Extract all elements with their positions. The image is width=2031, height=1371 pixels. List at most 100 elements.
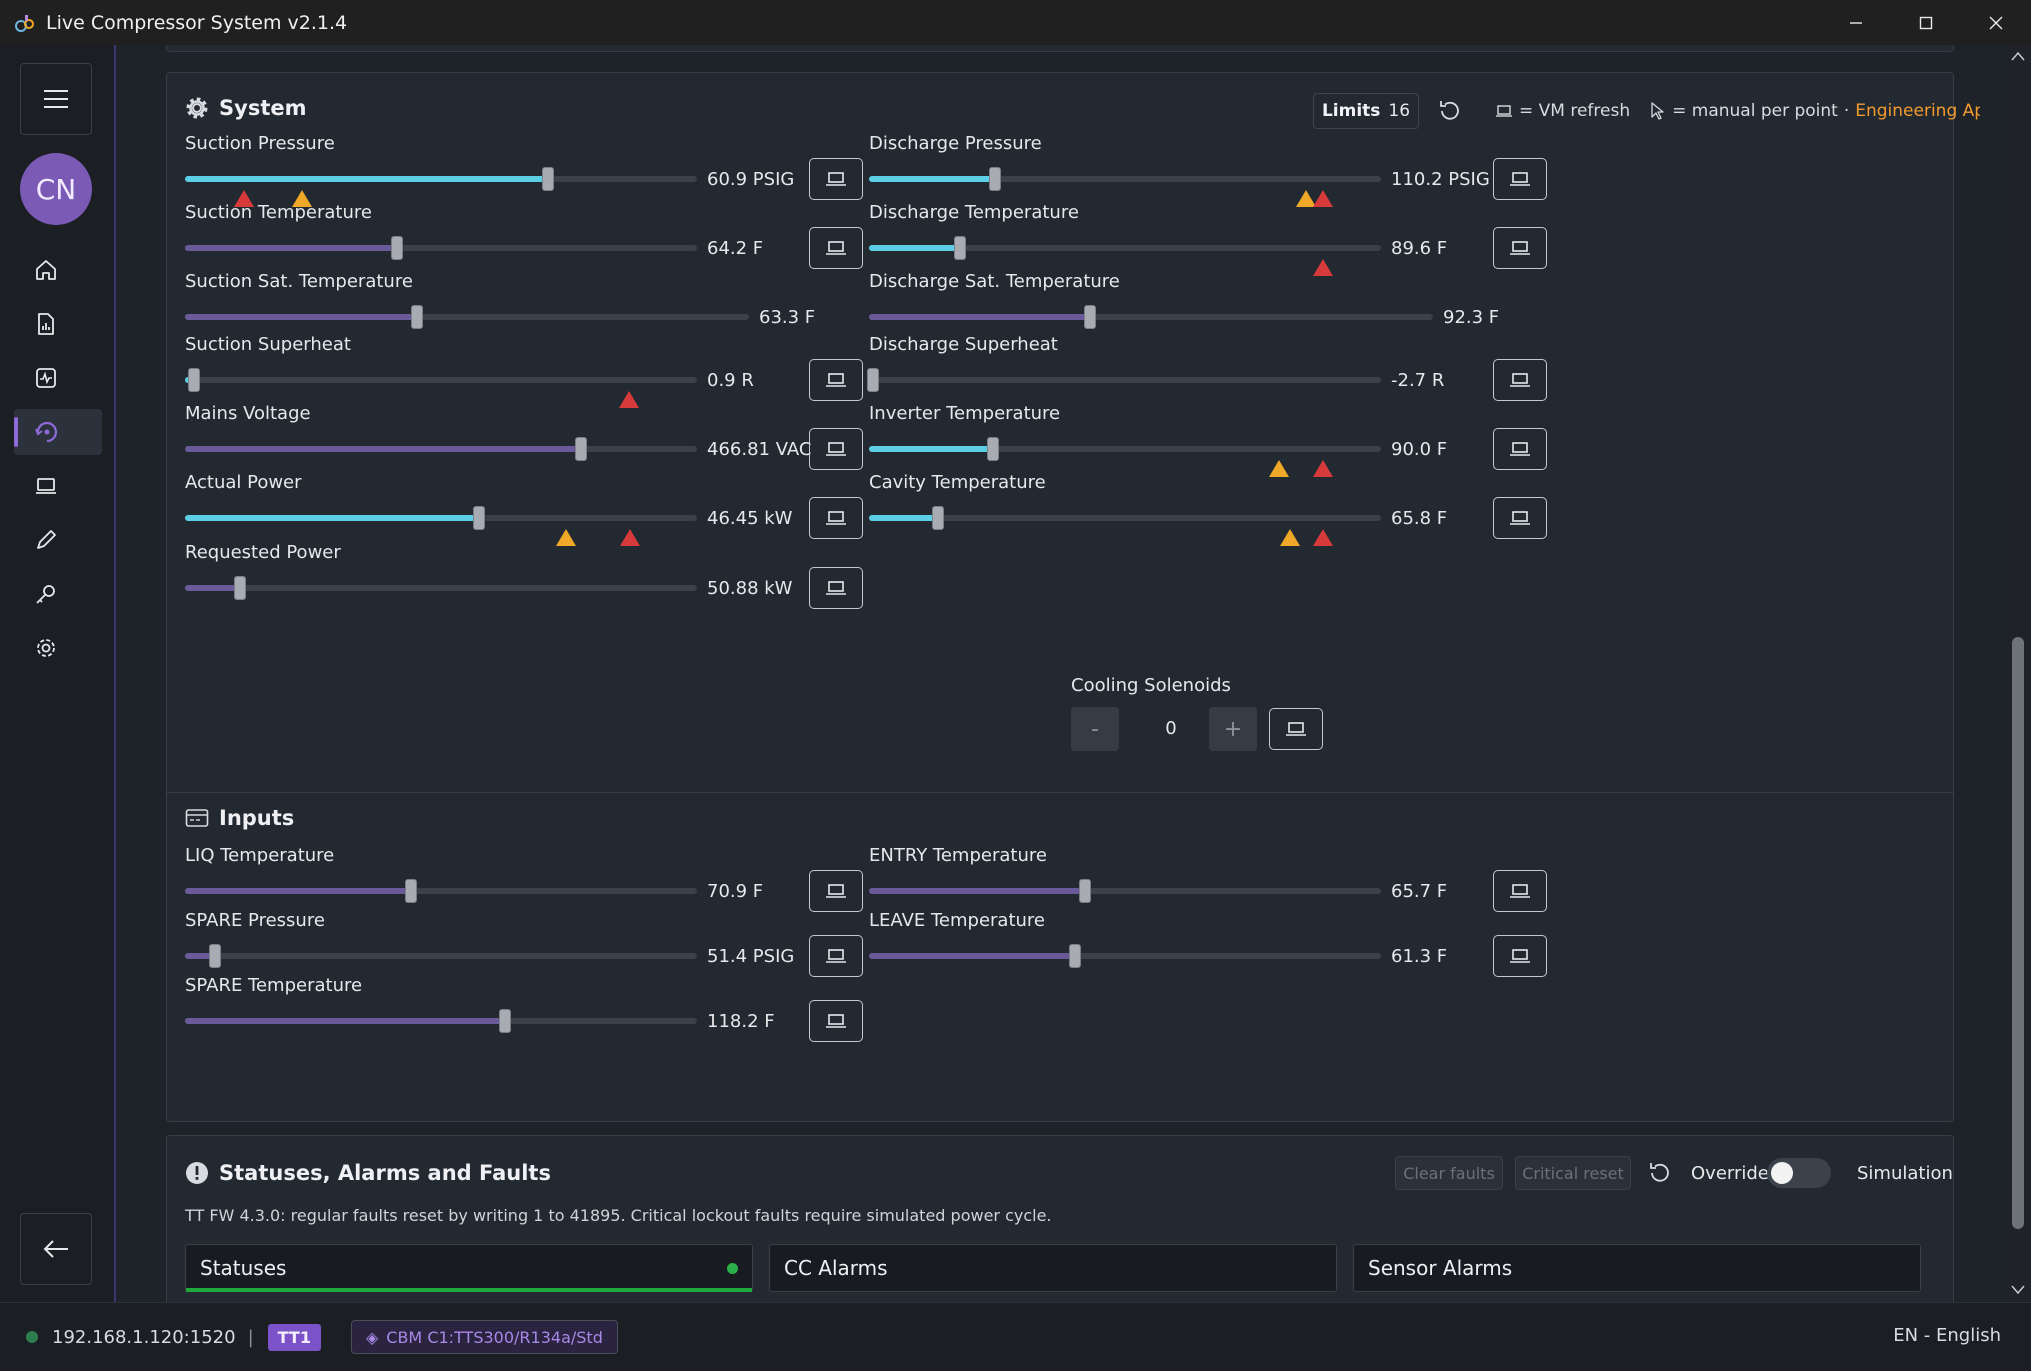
alarm-limit-marker (1313, 529, 1334, 546)
suction-superheat-slider[interactable] (185, 368, 697, 392)
sidebar-item-edit[interactable] (14, 517, 102, 563)
actual-power-slider[interactable] (185, 506, 697, 530)
model-badge[interactable]: ◈ CBM C1:TTS300/R134a/Std (350, 1320, 618, 1354)
scroll-down-icon[interactable] (2011, 1285, 2025, 1295)
slider-thumb[interactable] (234, 576, 247, 600)
spare-temperature-slider[interactable] (185, 1009, 697, 1033)
cavity-temperature-vm-refresh-button[interactable] (1493, 497, 1547, 539)
suction-sat-temperature-slider[interactable] (185, 305, 749, 329)
suction-pressure-vm-refresh-button[interactable] (809, 158, 863, 200)
limits-button[interactable]: Limits 16 (1313, 93, 1419, 129)
language-selector[interactable]: EN - English (1893, 1325, 2001, 1346)
entry-temperature-slider[interactable] (869, 879, 1381, 903)
critical-reset-button[interactable]: Critical reset (1515, 1156, 1631, 1190)
laptop-icon (1510, 511, 1530, 525)
pencil-icon (37, 530, 56, 549)
slider-thumb[interactable] (391, 236, 404, 260)
slider-thumb[interactable] (473, 506, 486, 530)
discharge-temperature-vm-refresh-button[interactable] (1493, 227, 1547, 269)
leave-temperature-slider[interactable] (869, 944, 1381, 968)
discharge-sat-temperature-slider[interactable] (869, 305, 1433, 329)
slider-thumb[interactable] (188, 368, 201, 392)
requested-power-value: 50.88 kW (707, 578, 793, 599)
cooling-vm-refresh-button[interactable] (1269, 708, 1323, 750)
slider-thumb[interactable] (410, 305, 423, 329)
spare-temperature-vm-refresh-button[interactable] (809, 1000, 863, 1042)
tab-cc-alarms[interactable]: CC Alarms (769, 1244, 1337, 1292)
slider-thumb[interactable] (987, 437, 1000, 461)
suction-superheat-vm-refresh-button[interactable] (809, 359, 863, 401)
liq-temperature-vm-refresh-button[interactable] (809, 870, 863, 912)
entry-temperature-vm-refresh-button[interactable] (1493, 870, 1547, 912)
suction-temperature-slider[interactable] (185, 236, 697, 260)
slider-thumb[interactable] (932, 506, 945, 530)
slider-thumb[interactable] (1083, 305, 1096, 329)
requested-power-slider[interactable] (185, 576, 697, 600)
maximize-button[interactable] (1891, 0, 1961, 45)
slider-thumb[interactable] (867, 368, 880, 392)
discharge-pressure-vm-refresh-button[interactable] (1493, 158, 1547, 200)
leave-temperature-vm-refresh-button[interactable] (1493, 935, 1547, 977)
slider-thumb[interactable] (989, 167, 1002, 191)
scroll-up-icon[interactable] (2011, 51, 2025, 61)
actual-power-vm-refresh-button[interactable] (809, 497, 863, 539)
slider-thumb[interactable] (1069, 944, 1082, 968)
cavity-temperature-slider[interactable] (869, 506, 1381, 530)
sidebar-item-settings[interactable] (14, 625, 102, 671)
discharge-superheat-vm-refresh-button[interactable] (1493, 359, 1547, 401)
cooling-decrement-button[interactable]: - (1071, 707, 1119, 751)
sidebar-item-home[interactable] (14, 247, 102, 293)
refresh-icon[interactable] (1647, 1160, 1673, 1186)
tt-badge[interactable]: TT1 (267, 1323, 321, 1351)
slider-thumb[interactable] (953, 236, 966, 260)
laptop-icon (826, 373, 846, 387)
mains-voltage-vm-refresh-button[interactable] (809, 428, 863, 470)
slider-thumb[interactable] (542, 167, 554, 191)
refresh-icon[interactable] (1437, 98, 1463, 124)
cooling-increment-button[interactable]: + (1209, 707, 1257, 751)
spare-pressure-slider[interactable] (185, 944, 697, 968)
laptop-icon (826, 511, 846, 525)
override-toggle[interactable] (1767, 1158, 1831, 1188)
mains-voltage-value: 466.81 VAC (707, 439, 812, 460)
main-scrollbar[interactable] (2005, 45, 2031, 1302)
sidebar-item-reports[interactable] (14, 301, 102, 347)
slider-thumb[interactable] (1078, 879, 1091, 903)
laptop-icon (826, 581, 846, 595)
slider-thumb[interactable] (404, 879, 417, 903)
sidebar-item-live-compressor[interactable] (14, 409, 102, 455)
sidebar-item-device[interactable] (14, 463, 102, 509)
discharge-temperature-slider[interactable] (869, 236, 1381, 260)
sidebar-item-tools[interactable] (14, 571, 102, 617)
tab-sensor-alarms[interactable]: Sensor Alarms (1353, 1244, 1921, 1292)
liq-temperature-slider[interactable] (185, 879, 697, 903)
inverter-temperature-vm-refresh-button[interactable] (1493, 428, 1547, 470)
leave-temperature-label: LEAVE Temperature (869, 910, 1045, 931)
title-bar: Live Compressor System v2.1.4 (0, 0, 2031, 45)
spare-pressure-vm-refresh-button[interactable] (809, 935, 863, 977)
avatar[interactable]: CN (20, 153, 92, 225)
window-title: Live Compressor System v2.1.4 (46, 11, 348, 34)
spare-temperature-label: SPARE Temperature (185, 975, 363, 996)
suction-temperature-vm-refresh-button[interactable] (809, 227, 863, 269)
discharge-pressure-slider[interactable] (869, 167, 1381, 191)
close-window-button[interactable] (1961, 0, 2031, 45)
inverter-temperature-slider[interactable] (869, 437, 1381, 461)
discharge-superheat-slider[interactable] (867, 368, 1381, 392)
clear-faults-button[interactable]: Clear faults (1395, 1156, 1503, 1190)
scrollbar-thumb[interactable] (2012, 637, 2024, 1229)
mains-voltage-slider[interactable] (185, 437, 697, 461)
minimize-button[interactable] (1821, 0, 1891, 45)
slider-fill (185, 446, 581, 452)
slider-thumb[interactable] (499, 1009, 511, 1033)
slider-thumb[interactable] (209, 944, 222, 968)
back-button[interactable] (20, 1213, 92, 1285)
menu-button[interactable] (20, 63, 92, 135)
connection-address: 192.168.1.120:1520 (52, 1326, 236, 1348)
gauge-refresh-icon (35, 421, 58, 443)
suction-pressure-slider[interactable] (185, 167, 697, 191)
requested-power-vm-refresh-button[interactable] (809, 567, 863, 609)
slider-thumb[interactable] (574, 437, 587, 461)
sidebar-item-monitor[interactable] (14, 355, 102, 401)
tab-statuses[interactable]: Statuses (185, 1244, 753, 1292)
